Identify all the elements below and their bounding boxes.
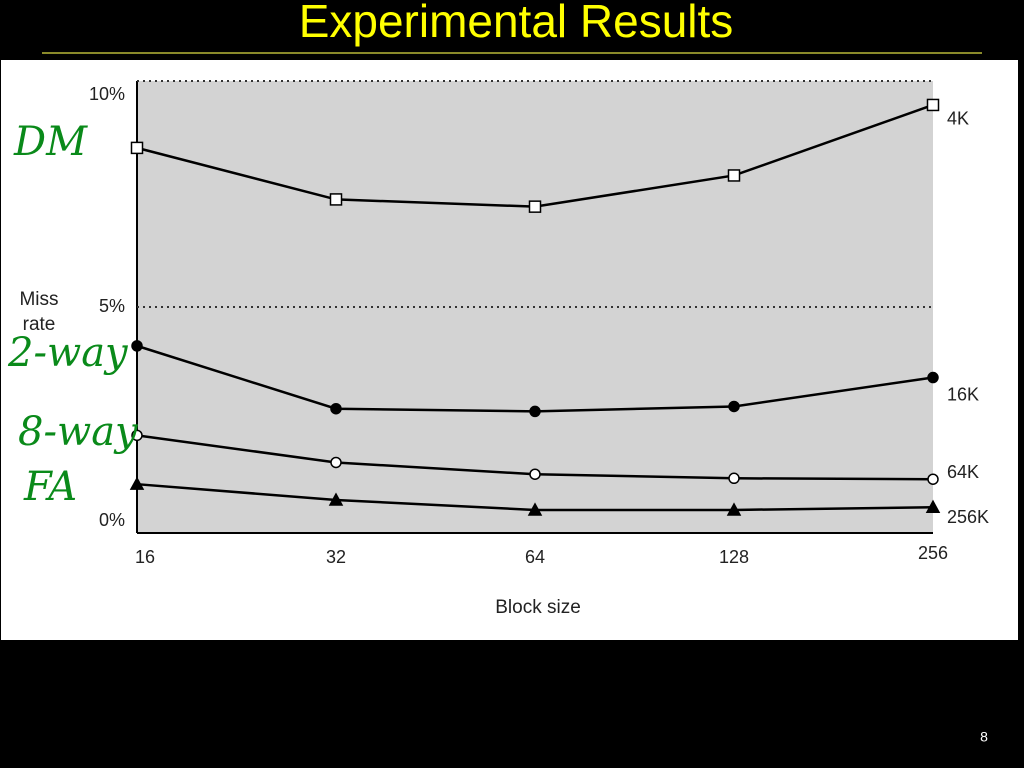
marker — [925, 499, 941, 513]
handwritten-note: 8-way — [18, 409, 139, 455]
marker — [927, 371, 939, 384]
page-number: 8 — [980, 729, 988, 745]
y-axis-label: Miss rate — [19, 289, 59, 335]
marker — [529, 405, 541, 418]
marker — [527, 502, 543, 516]
series-label: 16K — [947, 384, 979, 404]
series-label: 256K — [947, 507, 989, 527]
x-tick-label: 128 — [719, 547, 749, 567]
marker — [330, 456, 342, 469]
series-label: 64K — [947, 462, 979, 482]
marker — [927, 473, 939, 485]
marker — [131, 429, 143, 442]
slide-title: Experimental Results — [299, 0, 734, 47]
x-axis-label: Block size — [495, 597, 581, 618]
x-tick-label: 32 — [326, 547, 346, 567]
y-tick-label: 5% — [99, 296, 125, 316]
y-tick-label: 0% — [99, 510, 125, 530]
handwritten-note: DM — [13, 119, 88, 165]
handwritten-note: 2-way — [7, 330, 129, 376]
marker — [328, 492, 344, 506]
series-label: 4K — [947, 109, 969, 129]
marker — [728, 472, 740, 485]
marker — [529, 468, 541, 480]
marker — [131, 340, 143, 352]
marker — [528, 200, 542, 213]
x-tick-label: 64 — [525, 547, 545, 567]
marker — [926, 98, 940, 112]
marker — [727, 169, 741, 182]
marker — [728, 400, 740, 413]
marker — [329, 193, 343, 206]
x-tick-label: 16 — [135, 547, 155, 567]
marker — [129, 476, 145, 490]
marker — [130, 141, 144, 155]
handwritten-note: FA — [23, 464, 77, 510]
y-tick-label: 10% — [89, 84, 125, 104]
marker — [330, 402, 342, 415]
marker — [726, 502, 742, 516]
x-tick-label: 256 — [918, 543, 948, 563]
